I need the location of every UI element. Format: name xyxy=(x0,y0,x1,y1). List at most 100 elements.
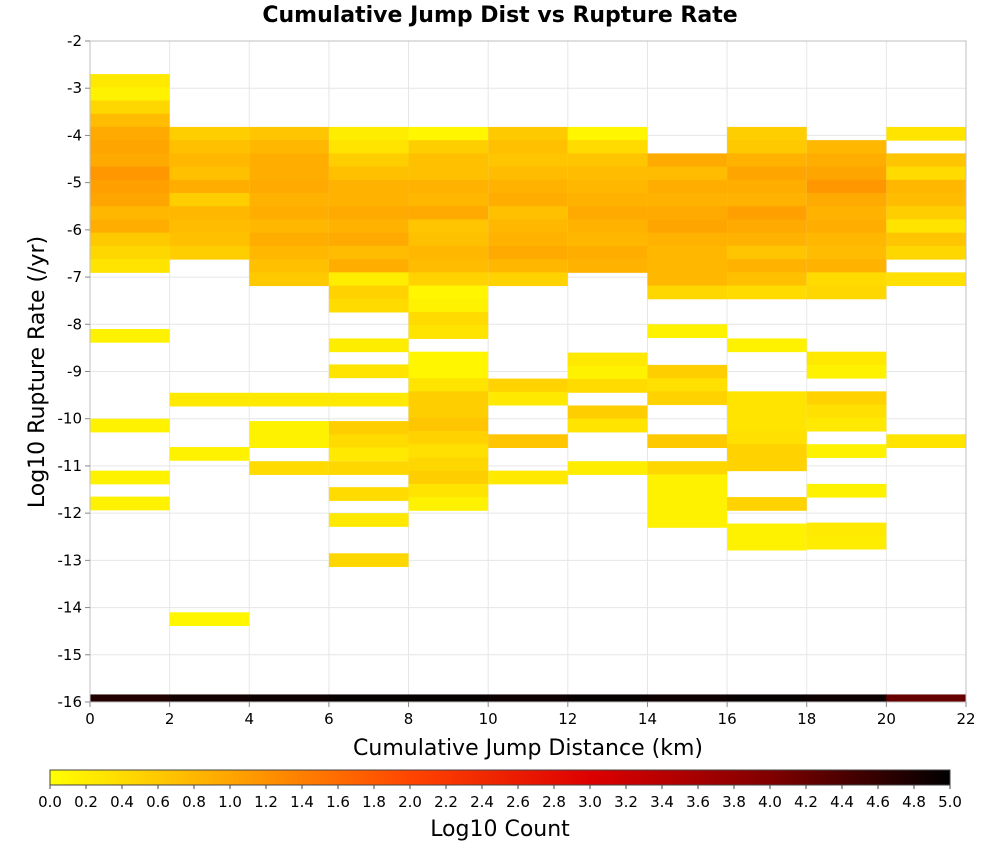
y-tick-label: -14 xyxy=(58,599,83,617)
heatmap-cell xyxy=(806,219,887,234)
heatmap-cell xyxy=(328,434,409,449)
colorbar-tick-label: 5.0 xyxy=(938,793,962,811)
heatmap-cells xyxy=(90,74,967,702)
heatmap-cell xyxy=(488,179,568,194)
heatmap-cell xyxy=(90,87,170,101)
heatmap-cell xyxy=(90,329,170,343)
heatmap-cell xyxy=(408,206,489,220)
y-tick-label: -7 xyxy=(67,268,82,286)
heatmap-cell xyxy=(169,245,250,260)
heatmap-cell xyxy=(408,694,489,702)
y-axis-ticks: -2 -3 -4 -5 -6 -7 -8 -9 -10 -11 -12 -13 -14 -15 -16 xyxy=(58,32,90,711)
heatmap-cell xyxy=(727,404,807,419)
heatmap-cell xyxy=(567,352,648,367)
heatmap-cell xyxy=(806,179,887,194)
heatmap-cell xyxy=(647,514,728,528)
colorbar-ticks: 0.0 0.2 0.4 0.6 0.8 1.0 1.2 1.4 1.6 1.8 2.0 2.2 2.4 2… xyxy=(38,785,962,811)
colorbar-tick-label: 1.4 xyxy=(290,793,314,811)
heatmap-cell xyxy=(727,193,807,207)
heatmap-cell xyxy=(488,272,568,287)
heatmap-cell xyxy=(488,378,568,393)
heatmap-cell xyxy=(567,694,648,702)
heatmap-cell xyxy=(886,219,966,234)
colorbar-tick-label: 4.6 xyxy=(866,793,890,811)
colorbar-label: Log10 Count xyxy=(430,817,570,842)
heatmap-cell xyxy=(488,219,568,234)
heatmap-cell xyxy=(408,404,489,419)
heatmap-cell xyxy=(886,206,966,220)
heatmap-cell xyxy=(328,272,409,287)
heatmap-cell xyxy=(408,430,489,445)
heatmap-cell xyxy=(169,219,250,234)
heatmap-cell xyxy=(567,140,648,154)
colorbar-tick-label: 2.2 xyxy=(434,793,458,811)
y-tick-label: -15 xyxy=(58,646,83,664)
heatmap-cell xyxy=(488,140,568,154)
plot-area xyxy=(89,40,967,703)
heatmap-cell xyxy=(328,298,409,313)
colorbar-tick-label: 4.4 xyxy=(830,793,854,811)
heatmap-cell xyxy=(567,153,648,168)
x-tick-label: 0 xyxy=(85,710,95,728)
heatmap-cell xyxy=(886,126,966,141)
heatmap-cell xyxy=(408,364,489,379)
heatmap-cell xyxy=(488,153,568,168)
y-tick-label: -10 xyxy=(58,410,83,428)
heatmap-cell xyxy=(249,232,329,247)
heatmap-cell xyxy=(90,496,170,511)
heatmap-cell xyxy=(567,219,648,234)
heatmap-cell xyxy=(90,140,170,154)
heatmap-cell xyxy=(249,206,329,220)
colorbar-tick-label: 1.6 xyxy=(326,793,350,811)
heatmap-cell xyxy=(647,694,728,702)
heatmap-cell xyxy=(886,245,966,260)
heatmap-cell xyxy=(328,179,409,194)
heatmap-cell xyxy=(90,193,170,207)
heatmap-cell xyxy=(328,461,409,475)
y-tick-label: -11 xyxy=(58,457,83,475)
heatmap-cell xyxy=(647,364,728,379)
heatmap-cell xyxy=(169,206,250,220)
heatmap-cell xyxy=(328,245,409,260)
heatmap-cell xyxy=(727,338,807,353)
heatmap-cell xyxy=(727,179,807,194)
y-tick-label: -4 xyxy=(67,126,82,144)
heatmap-cell xyxy=(647,461,728,475)
heatmap-cell xyxy=(408,140,489,154)
heatmap-cell xyxy=(169,232,250,247)
heatmap-cell xyxy=(90,166,170,181)
heatmap-cell xyxy=(647,487,728,502)
heatmap-cell xyxy=(647,285,728,300)
heatmap-cell xyxy=(249,219,329,234)
heatmap-cell xyxy=(488,470,568,485)
heatmap-cell xyxy=(249,126,329,141)
heatmap-cell xyxy=(727,444,807,458)
heatmap-cell xyxy=(249,461,329,475)
heatmap-cell xyxy=(647,166,728,181)
colorbar-tick-label: 1.2 xyxy=(254,793,278,811)
heatmap-cell xyxy=(886,193,966,207)
heatmap-cell xyxy=(90,100,170,115)
heatmap-cell xyxy=(408,483,489,498)
heatmap-cell xyxy=(727,153,807,168)
heatmap-cell xyxy=(328,513,409,527)
heatmap-cell xyxy=(806,272,887,287)
heatmap-cell xyxy=(806,364,887,379)
heatmap-cell xyxy=(647,259,728,273)
heatmap-cell xyxy=(90,259,170,273)
colorbar-tick-label: 0.6 xyxy=(146,793,170,811)
heatmap-cell xyxy=(647,232,728,247)
heatmap-cell xyxy=(647,434,728,449)
heatmap-cell xyxy=(408,166,489,181)
heatmap-cell xyxy=(408,298,489,313)
heatmap-cell xyxy=(727,245,807,260)
heatmap-cell xyxy=(249,193,329,207)
colorbar-tick-label: 1.0 xyxy=(218,793,242,811)
heatmap-cell xyxy=(90,206,170,220)
heatmap-cell xyxy=(328,193,409,207)
heatmap-cell xyxy=(408,391,489,406)
heatmap-cell xyxy=(90,153,170,168)
heatmap-cell xyxy=(886,232,966,247)
heatmap-cell xyxy=(647,272,728,287)
heatmap-cell xyxy=(567,365,648,380)
